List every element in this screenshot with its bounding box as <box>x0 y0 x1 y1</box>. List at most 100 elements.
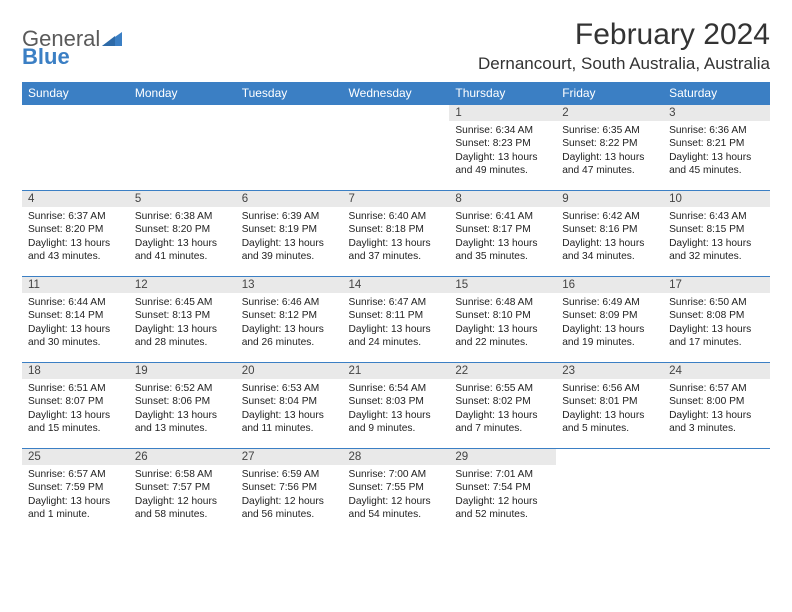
calendar-day: 25Sunrise: 6:57 AMSunset: 7:59 PMDayligh… <box>22 449 129 535</box>
day-info: Sunrise: 6:53 AMSunset: 8:04 PMDaylight:… <box>236 379 343 436</box>
calendar-week: 1Sunrise: 6:34 AMSunset: 8:23 PMDaylight… <box>22 105 770 191</box>
calendar-day-empty <box>556 449 663 535</box>
day-header: Wednesday <box>343 82 450 105</box>
day-header: Tuesday <box>236 82 343 105</box>
day-number: 6 <box>236 191 343 207</box>
day-number: 4 <box>22 191 129 207</box>
day-number: 12 <box>129 277 236 293</box>
day-info: Sunrise: 6:46 AMSunset: 8:12 PMDaylight:… <box>236 293 343 350</box>
calendar-day: 19Sunrise: 6:52 AMSunset: 8:06 PMDayligh… <box>129 363 236 449</box>
calendar-table: SundayMondayTuesdayWednesdayThursdayFrid… <box>22 82 770 535</box>
calendar-day-empty <box>236 105 343 191</box>
day-header: Friday <box>556 82 663 105</box>
day-info: Sunrise: 6:47 AMSunset: 8:11 PMDaylight:… <box>343 293 450 350</box>
day-number: 13 <box>236 277 343 293</box>
day-number: 24 <box>663 363 770 379</box>
day-info: Sunrise: 6:42 AMSunset: 8:16 PMDaylight:… <box>556 207 663 264</box>
day-header: Monday <box>129 82 236 105</box>
calendar-day: 7Sunrise: 6:40 AMSunset: 8:18 PMDaylight… <box>343 191 450 277</box>
day-info: Sunrise: 6:48 AMSunset: 8:10 PMDaylight:… <box>449 293 556 350</box>
day-header: Thursday <box>449 82 556 105</box>
calendar-day: 21Sunrise: 6:54 AMSunset: 8:03 PMDayligh… <box>343 363 450 449</box>
day-number: 3 <box>663 105 770 121</box>
day-info: Sunrise: 6:40 AMSunset: 8:18 PMDaylight:… <box>343 207 450 264</box>
day-info: Sunrise: 6:44 AMSunset: 8:14 PMDaylight:… <box>22 293 129 350</box>
calendar-day: 8Sunrise: 6:41 AMSunset: 8:17 PMDaylight… <box>449 191 556 277</box>
calendar-day: 3Sunrise: 6:36 AMSunset: 8:21 PMDaylight… <box>663 105 770 191</box>
calendar-page: General February 2024 Dernancourt, South… <box>0 0 792 535</box>
logo-triangle-icon <box>102 30 124 48</box>
calendar-day: 20Sunrise: 6:53 AMSunset: 8:04 PMDayligh… <box>236 363 343 449</box>
day-info: Sunrise: 6:55 AMSunset: 8:02 PMDaylight:… <box>449 379 556 436</box>
day-info: Sunrise: 6:52 AMSunset: 8:06 PMDaylight:… <box>129 379 236 436</box>
calendar-day: 9Sunrise: 6:42 AMSunset: 8:16 PMDaylight… <box>556 191 663 277</box>
day-info: Sunrise: 6:36 AMSunset: 8:21 PMDaylight:… <box>663 121 770 178</box>
day-number: 21 <box>343 363 450 379</box>
day-number: 5 <box>129 191 236 207</box>
day-number: 17 <box>663 277 770 293</box>
month-title: February 2024 <box>478 18 770 52</box>
calendar-day: 15Sunrise: 6:48 AMSunset: 8:10 PMDayligh… <box>449 277 556 363</box>
day-info: Sunrise: 6:34 AMSunset: 8:23 PMDaylight:… <box>449 121 556 178</box>
day-number: 2 <box>556 105 663 121</box>
day-header: Sunday <box>22 82 129 105</box>
calendar-day: 16Sunrise: 6:49 AMSunset: 8:09 PMDayligh… <box>556 277 663 363</box>
calendar-day: 22Sunrise: 6:55 AMSunset: 8:02 PMDayligh… <box>449 363 556 449</box>
calendar-day: 27Sunrise: 6:59 AMSunset: 7:56 PMDayligh… <box>236 449 343 535</box>
calendar-day-empty <box>129 105 236 191</box>
calendar-day: 10Sunrise: 6:43 AMSunset: 8:15 PMDayligh… <box>663 191 770 277</box>
calendar-day: 13Sunrise: 6:46 AMSunset: 8:12 PMDayligh… <box>236 277 343 363</box>
calendar-day-empty <box>663 449 770 535</box>
day-number: 1 <box>449 105 556 121</box>
day-number: 7 <box>343 191 450 207</box>
day-number: 15 <box>449 277 556 293</box>
day-number: 9 <box>556 191 663 207</box>
calendar-week: 18Sunrise: 6:51 AMSunset: 8:07 PMDayligh… <box>22 363 770 449</box>
day-number: 28 <box>343 449 450 465</box>
day-info: Sunrise: 6:57 AMSunset: 7:59 PMDaylight:… <box>22 465 129 522</box>
day-info: Sunrise: 6:49 AMSunset: 8:09 PMDaylight:… <box>556 293 663 350</box>
calendar-day: 5Sunrise: 6:38 AMSunset: 8:20 PMDaylight… <box>129 191 236 277</box>
calendar-day: 1Sunrise: 6:34 AMSunset: 8:23 PMDaylight… <box>449 105 556 191</box>
day-info: Sunrise: 7:00 AMSunset: 7:55 PMDaylight:… <box>343 465 450 522</box>
day-info: Sunrise: 6:57 AMSunset: 8:00 PMDaylight:… <box>663 379 770 436</box>
calendar-day: 6Sunrise: 6:39 AMSunset: 8:19 PMDaylight… <box>236 191 343 277</box>
day-number: 18 <box>22 363 129 379</box>
header: General February 2024 Dernancourt, South… <box>22 18 770 74</box>
calendar-day: 23Sunrise: 6:56 AMSunset: 8:01 PMDayligh… <box>556 363 663 449</box>
calendar-week: 25Sunrise: 6:57 AMSunset: 7:59 PMDayligh… <box>22 449 770 535</box>
day-info: Sunrise: 6:50 AMSunset: 8:08 PMDaylight:… <box>663 293 770 350</box>
calendar-day: 17Sunrise: 6:50 AMSunset: 8:08 PMDayligh… <box>663 277 770 363</box>
day-number: 23 <box>556 363 663 379</box>
title-block: February 2024 Dernancourt, South Austral… <box>478 18 770 74</box>
calendar-day: 14Sunrise: 6:47 AMSunset: 8:11 PMDayligh… <box>343 277 450 363</box>
day-header-row: SundayMondayTuesdayWednesdayThursdayFrid… <box>22 82 770 105</box>
calendar-day-empty <box>343 105 450 191</box>
calendar-day: 28Sunrise: 7:00 AMSunset: 7:55 PMDayligh… <box>343 449 450 535</box>
day-number: 26 <box>129 449 236 465</box>
day-number: 16 <box>556 277 663 293</box>
calendar-day: 26Sunrise: 6:58 AMSunset: 7:57 PMDayligh… <box>129 449 236 535</box>
calendar-day: 29Sunrise: 7:01 AMSunset: 7:54 PMDayligh… <box>449 449 556 535</box>
calendar-day: 11Sunrise: 6:44 AMSunset: 8:14 PMDayligh… <box>22 277 129 363</box>
calendar-day: 2Sunrise: 6:35 AMSunset: 8:22 PMDaylight… <box>556 105 663 191</box>
day-header: Saturday <box>663 82 770 105</box>
calendar-week: 4Sunrise: 6:37 AMSunset: 8:20 PMDaylight… <box>22 191 770 277</box>
day-info: Sunrise: 6:45 AMSunset: 8:13 PMDaylight:… <box>129 293 236 350</box>
day-info: Sunrise: 6:35 AMSunset: 8:22 PMDaylight:… <box>556 121 663 178</box>
calendar-day: 4Sunrise: 6:37 AMSunset: 8:20 PMDaylight… <box>22 191 129 277</box>
day-info: Sunrise: 6:38 AMSunset: 8:20 PMDaylight:… <box>129 207 236 264</box>
day-info: Sunrise: 6:54 AMSunset: 8:03 PMDaylight:… <box>343 379 450 436</box>
day-number: 20 <box>236 363 343 379</box>
day-number: 11 <box>22 277 129 293</box>
day-info: Sunrise: 7:01 AMSunset: 7:54 PMDaylight:… <box>449 465 556 522</box>
day-info: Sunrise: 6:56 AMSunset: 8:01 PMDaylight:… <box>556 379 663 436</box>
day-info: Sunrise: 6:59 AMSunset: 7:56 PMDaylight:… <box>236 465 343 522</box>
day-number: 19 <box>129 363 236 379</box>
day-info: Sunrise: 6:39 AMSunset: 8:19 PMDaylight:… <box>236 207 343 264</box>
day-number: 25 <box>22 449 129 465</box>
day-number: 27 <box>236 449 343 465</box>
day-number: 10 <box>663 191 770 207</box>
day-number: 29 <box>449 449 556 465</box>
day-info: Sunrise: 6:58 AMSunset: 7:57 PMDaylight:… <box>129 465 236 522</box>
